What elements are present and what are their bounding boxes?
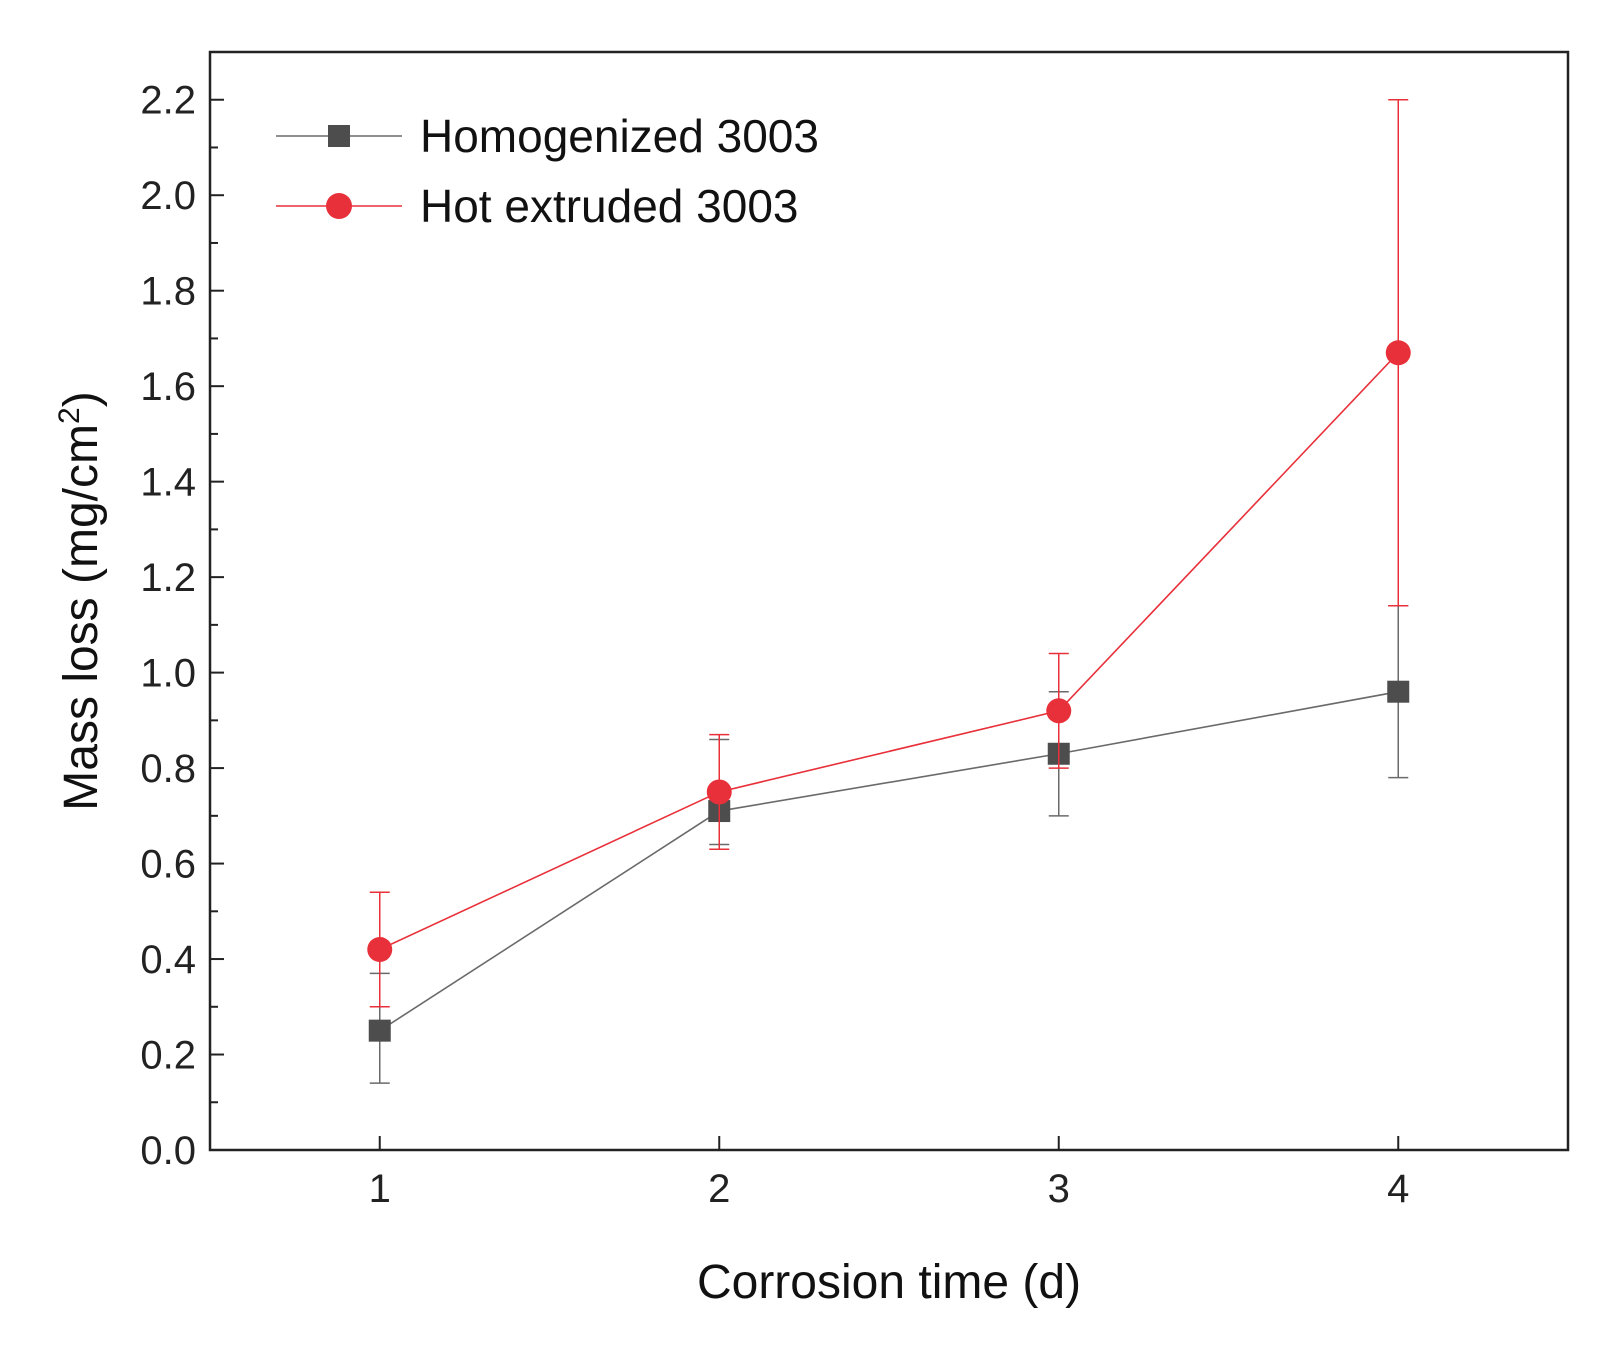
series-group: [367, 98, 1411, 1084]
y-tick-label: 1.6: [140, 365, 196, 409]
y-axis-title-suffix: ): [55, 391, 108, 407]
data-point-circle: [1385, 340, 1411, 366]
x-tick-label: 4: [1387, 1167, 1409, 1211]
y-tick-label: 0.4: [140, 938, 196, 982]
legend-marker-circle: [326, 193, 352, 219]
y-axis-title: Mass loss (mg/cm2): [53, 391, 108, 810]
y-tick-label: 1.0: [140, 652, 196, 696]
legend-label-homogenized: Homogenized 3003: [420, 110, 819, 162]
legend-marker-square: [328, 125, 350, 147]
y-tick-label: 1.2: [140, 556, 196, 600]
x-tick-label: 1: [369, 1167, 391, 1211]
y-tick-label: 2.0: [140, 174, 196, 218]
legend-item-hot-extruded: Hot extruded 3003: [276, 180, 799, 232]
y-tick-label: 0.2: [140, 1034, 196, 1078]
series-line: [379, 690, 1399, 1032]
series-homogenized: [368, 605, 1410, 1084]
x-axis: 1 2 3 4: [369, 1136, 1409, 1211]
y-tick-label: 0.6: [140, 843, 196, 887]
x-axis-title: Corrosion time (d): [697, 1256, 1081, 1309]
y-axis-title-superscript: 2: [53, 407, 86, 424]
data-point-circle: [1046, 698, 1072, 724]
legend-item-homogenized: Homogenized 3003: [276, 110, 819, 162]
data-point-circle: [706, 779, 732, 805]
data-point-square: [1387, 680, 1410, 703]
data-point-circle: [367, 936, 393, 962]
y-axis-title-main: Mass loss (mg/cm: [55, 424, 108, 811]
plot-area: [208, 50, 1570, 1152]
y-tick-label: 0.0: [140, 1129, 196, 1173]
y-tick-label: 2.2: [140, 79, 196, 123]
data-point-square: [368, 1019, 391, 1042]
y-tick-label: 1.8: [140, 270, 196, 314]
plot-frame: [208, 50, 1570, 1152]
y-tick-label: 0.8: [140, 747, 196, 791]
legend: Homogenized 3003 Hot extruded 3003: [276, 110, 819, 232]
x-tick-label: 3: [1048, 1167, 1070, 1211]
x-tick-label: 2: [708, 1167, 730, 1211]
y-axis: 0.0 0.2 0.4 0.6 0.8 1.0 1.2 1.4 1.6 1.8 2.0 2.2: [140, 79, 224, 1173]
series-line: [379, 352, 1399, 951]
legend-label-hot-extruded: Hot extruded 3003: [420, 180, 799, 232]
y-tick-label: 1.4: [140, 461, 196, 505]
series-hot-extruded: [367, 98, 1411, 1008]
